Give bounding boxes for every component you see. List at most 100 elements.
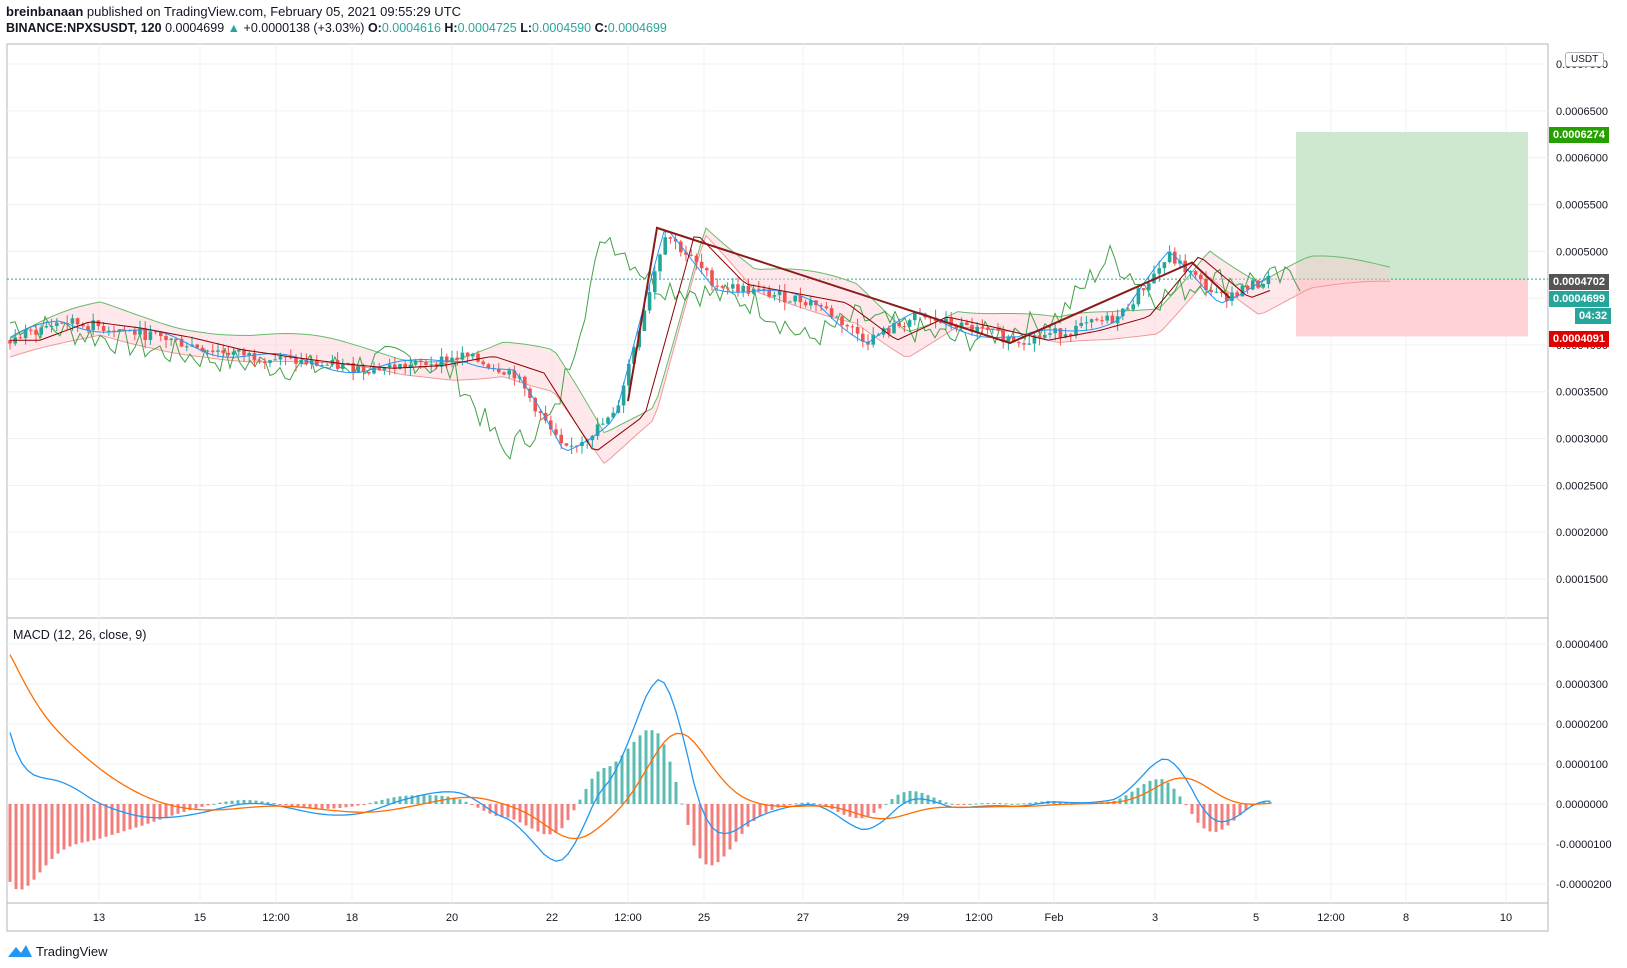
price-tick-label: 0.0002500 (1556, 480, 1608, 492)
macd-histogram-bar (404, 795, 408, 804)
candle-body (1011, 336, 1016, 343)
price-change: +0.0000138 (+3.03%) (243, 21, 365, 35)
candle-body (86, 326, 90, 331)
macd-histogram-bar (50, 804, 54, 859)
candle-body (533, 397, 537, 412)
macd-histogram-bar (536, 804, 540, 832)
time-tick-label: Feb (1045, 912, 1064, 924)
macd-histogram-bar (644, 730, 648, 804)
candle-body (892, 323, 896, 334)
publisher-line: breinbanaan published on TradingView.com… (6, 4, 461, 19)
macd-histogram-bar (1130, 791, 1134, 804)
macd-histogram-bar (962, 804, 966, 805)
candle-body (1219, 291, 1224, 293)
time-tick-label: 27 (797, 912, 809, 924)
macd-histogram-bar (818, 804, 822, 805)
price-tick-label: 0.0005000 (1556, 246, 1608, 258)
macd-histogram-bar (674, 782, 678, 804)
candle-body (424, 362, 428, 365)
candle-body (91, 320, 95, 331)
candle-body (1089, 319, 1094, 323)
candle-body (200, 347, 205, 352)
macd-histogram-bar (116, 804, 120, 834)
senkou-span-b (9, 234, 1391, 465)
macd-histogram-bar (428, 795, 432, 804)
macd-histogram-bar (1004, 803, 1008, 805)
candle-body (445, 356, 449, 363)
candle-body (138, 328, 142, 335)
macd-histogram-bar (296, 804, 300, 807)
time-tick-label: 12:00 (614, 912, 642, 924)
candle-body (845, 325, 849, 327)
candle-body (991, 328, 995, 330)
macd-histogram-bar (1010, 803, 1014, 805)
candle-body (398, 363, 402, 369)
candle-body (346, 363, 350, 365)
candle-body (850, 326, 855, 328)
candle-body (164, 336, 168, 341)
candle-body (835, 316, 839, 318)
candle-body (1043, 334, 1047, 338)
macd-histogram-bar (800, 802, 804, 804)
macd-histogram-bar (272, 803, 276, 805)
candle-body (949, 318, 953, 326)
candle-body (465, 352, 470, 357)
candle-body (315, 360, 319, 366)
macd-histogram-bar (122, 804, 126, 832)
macd-histogram-bar (590, 778, 594, 804)
author-name[interactable]: breinbanaan (6, 4, 84, 19)
macd-histogram-bar (14, 804, 18, 890)
candle-body (715, 285, 719, 287)
macd-histogram-bar (608, 766, 612, 804)
low-label: L: (520, 21, 532, 35)
candle-body (1037, 335, 1042, 338)
candle-body (450, 357, 454, 363)
candle-body (268, 360, 272, 364)
macd-histogram-bar (458, 799, 462, 804)
candle-body (1193, 271, 1198, 275)
macd-histogram-bar (884, 803, 888, 805)
macd-histogram-bar (1184, 804, 1188, 806)
macd-histogram-bar (194, 804, 198, 809)
tradingview-logo[interactable]: TradingView (8, 943, 108, 959)
candle-body (1017, 342, 1021, 344)
symbol-label[interactable]: BINANCE:NPXSUSDT, 120 (6, 21, 162, 35)
macd-histogram-bar (446, 796, 450, 804)
candle-body (699, 261, 704, 269)
candle-body (361, 366, 366, 372)
macd-histogram-bar (686, 804, 690, 826)
macd-histogram-bar (1238, 804, 1242, 816)
macd-histogram-bar (782, 804, 786, 806)
macd-histogram-bar (230, 800, 234, 804)
macd-histogram-bar (944, 802, 948, 804)
macd-legend[interactable]: MACD (12, 26, close, 9) (13, 628, 147, 642)
candle-body (944, 318, 948, 323)
candle-body (408, 364, 413, 368)
candle-body (549, 420, 553, 430)
price-tick-label: 0.0006500 (1556, 106, 1608, 118)
candle-body (559, 434, 563, 444)
macd-histogram-bar (1196, 804, 1200, 823)
time-tick-label: 12:00 (965, 912, 993, 924)
tenkan-sen (9, 230, 1271, 452)
candle-body (148, 331, 153, 341)
candle-body (601, 423, 605, 425)
candle-body (959, 322, 964, 329)
macd-histogram-bar (488, 804, 492, 814)
stop-loss-zone (1296, 279, 1528, 337)
candle-body (694, 255, 699, 262)
macd-histogram-bar (992, 802, 996, 804)
macd-histogram-bar (968, 803, 972, 805)
macd-histogram-bar (140, 804, 144, 826)
macd-histogram-bar (374, 801, 378, 804)
currency-unit-label[interactable]: USDT (1565, 52, 1605, 67)
candle-body (1063, 334, 1068, 338)
candle-body (403, 363, 407, 368)
candle-body (81, 324, 85, 327)
macd-histogram-bar (1178, 796, 1182, 804)
ichimoku-cloud (10, 228, 1390, 464)
time-tick-label: 12:00 (262, 912, 290, 924)
macd-histogram-bar (1220, 804, 1224, 830)
candle-body (741, 285, 745, 293)
